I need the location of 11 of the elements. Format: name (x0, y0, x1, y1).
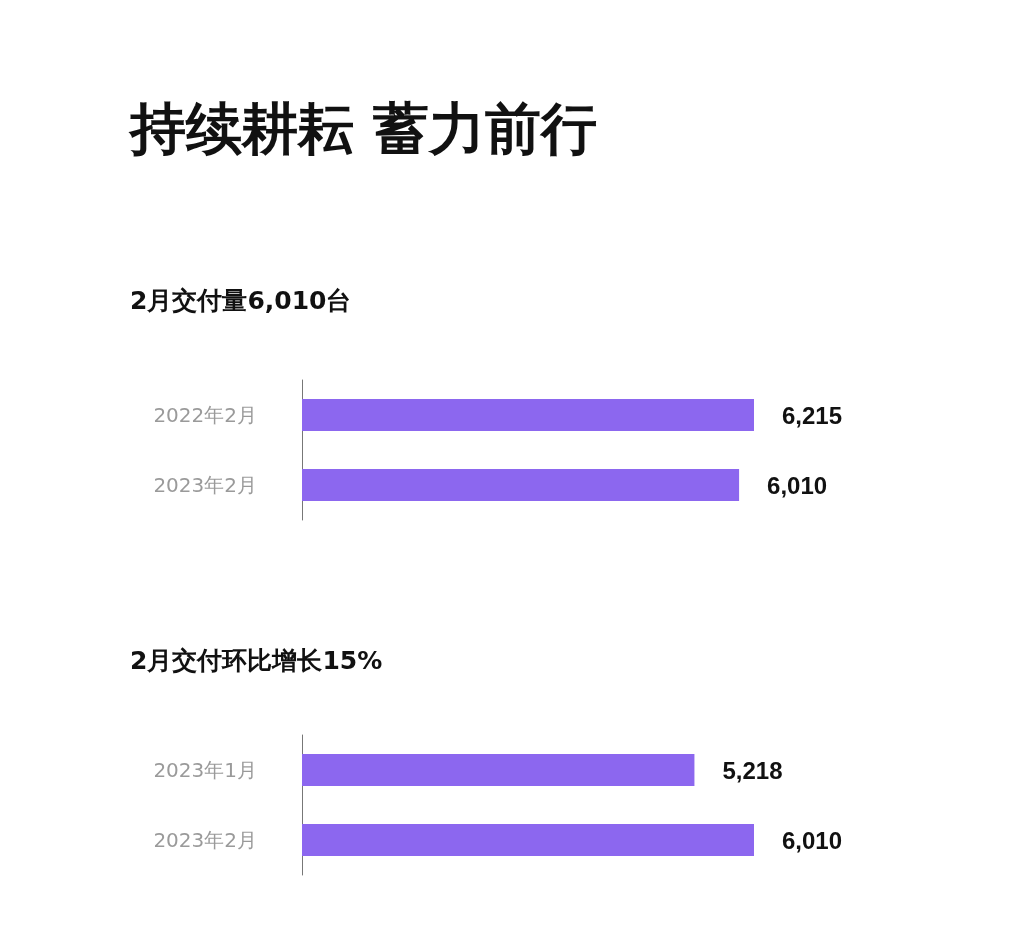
data-label: 5,218 (722, 756, 783, 784)
y-tick-label: 2022年2月 (153, 403, 257, 427)
y-tick-label: 2023年2月 (153, 473, 257, 497)
data-label: 6,010 (782, 826, 843, 854)
y-tick-label: 2023年1月 (153, 758, 257, 782)
chart-title: 持续耕耘 蓄力前行 (128, 95, 598, 161)
chart-subtitle: 2月交付量6,010台 (130, 286, 352, 315)
data-label: 6,010 (767, 471, 828, 499)
data-label: 6,215 (782, 401, 843, 429)
chart-title: 2月交付环比增长15% (130, 646, 383, 675)
y-tick-label: 2023年2月 (153, 828, 257, 852)
